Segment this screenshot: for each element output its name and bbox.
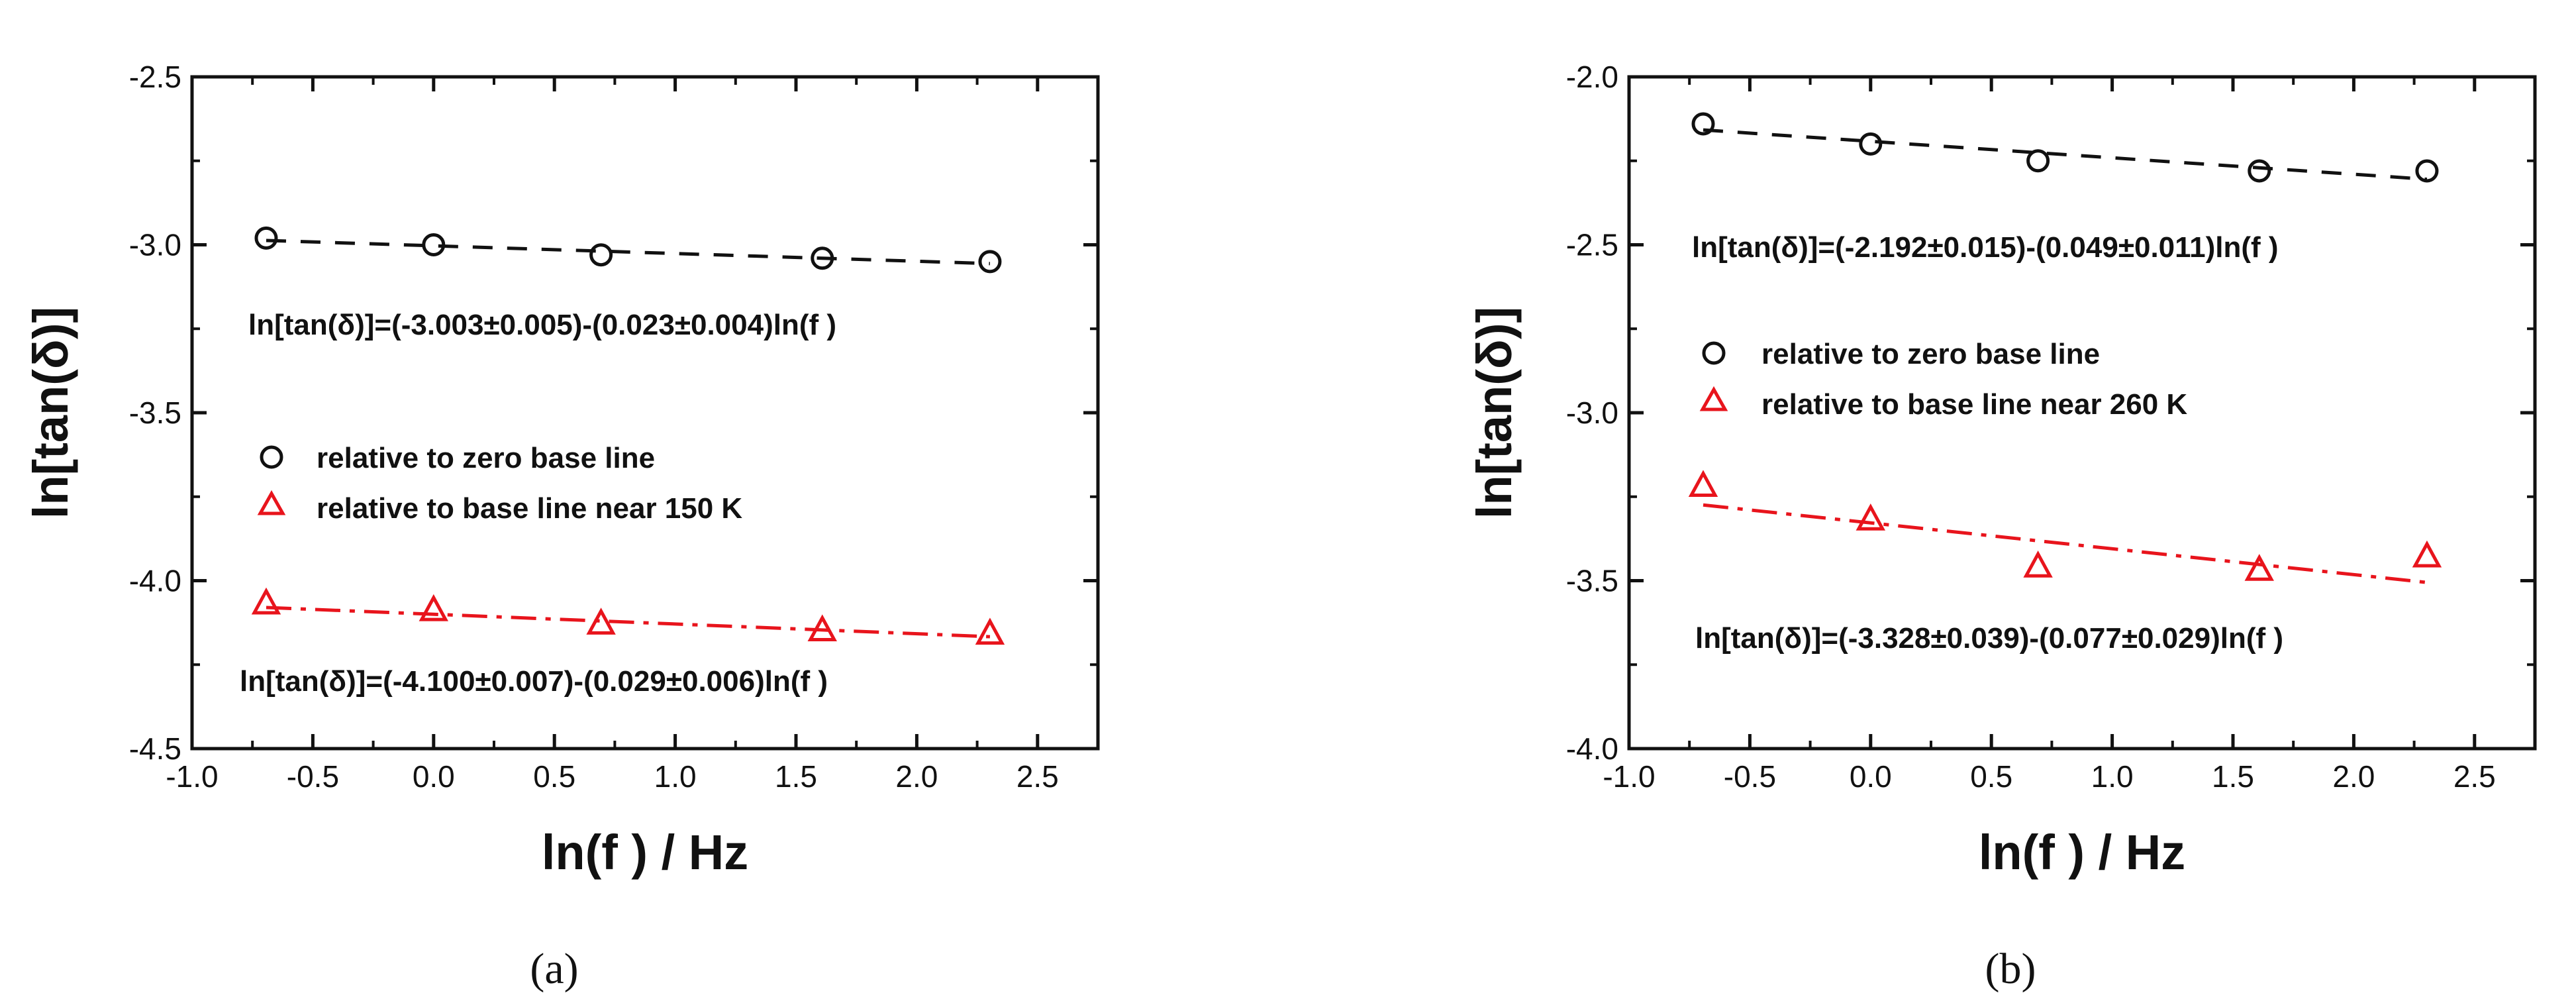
y-tick-label: -4.5 <box>129 731 181 766</box>
legend: relative to zero base line relative to b… <box>1699 338 2187 421</box>
x-tick-label: 0.5 <box>1970 759 2012 794</box>
data-point-circle <box>422 233 446 256</box>
data-markers <box>1688 112 2442 581</box>
x-tick-label: 2.0 <box>895 759 938 794</box>
fit-line-black <box>266 238 991 266</box>
y-tick-label: -3.5 <box>1566 564 1618 598</box>
data-point-circle <box>1859 132 1883 156</box>
axis-ticks: -1.0 -0.5 0.0 0.5 1.0 1.5 2.0 2.5 -4.0 -3.5 -3.0 -2… <box>1566 60 2535 794</box>
data-point-circle <box>1691 112 1715 136</box>
data-point-triangle <box>251 587 281 615</box>
data-point-circle <box>254 226 278 250</box>
y-tick-label: -4.0 <box>1566 731 1618 766</box>
x-tick-label: 2.5 <box>2453 759 2496 794</box>
fit-line-red <box>266 606 991 639</box>
y-axis-title: ln[tan(δ)] <box>1467 307 1522 519</box>
x-tick-label: 2.5 <box>1016 759 1059 794</box>
plot-frame <box>190 75 1100 751</box>
y-tick-label: -3.0 <box>1566 396 1618 430</box>
fit-lines <box>266 238 991 639</box>
x-tick-label: 1.0 <box>2091 759 2134 794</box>
y-tick-label: -4.0 <box>129 564 181 598</box>
x-tick-label: 0.0 <box>1850 759 1892 794</box>
x-tick-label: -0.5 <box>1724 759 1776 794</box>
data-point-triangle <box>2023 550 2053 578</box>
data-point-triangle <box>2244 554 2274 581</box>
legend-triangle-marker <box>257 490 286 515</box>
legend-label-black: relative to zero base line <box>1761 338 2100 370</box>
panel-label-a: (a) <box>530 945 578 993</box>
legend-label-red: relative to base line near 150 K <box>317 492 742 525</box>
y-tick-label: -2.5 <box>129 60 181 94</box>
legend-label-black: relative to zero base line <box>317 442 655 474</box>
y-tick-label: -2.0 <box>1566 60 1618 94</box>
fit-line-red <box>1703 503 2428 584</box>
x-tick-label: 0.0 <box>413 759 455 794</box>
x-tick-label: -0.5 <box>287 759 339 794</box>
data-point-triangle <box>975 617 1005 645</box>
x-tick-label: 1.5 <box>775 759 817 794</box>
data-point-triangle <box>2412 540 2442 568</box>
x-tick-label: -1.0 <box>166 759 218 794</box>
data-point-circle <box>2248 159 2271 183</box>
equation-red: ln[tan(δ)]=(-3.328±0.039)-(0.077±0.029)l… <box>1695 622 2283 655</box>
axis-ticks: -1.0 -0.5 0.0 0.5 1.0 1.5 2.0 2.5 -4.5 -4.0 -3.5 -3… <box>129 60 1098 794</box>
data-point-circle <box>2026 149 2050 173</box>
panel-label-b: (b) <box>1985 945 2036 993</box>
y-tick-label: -3.5 <box>129 396 181 430</box>
equation-black: ln[tan(δ)]=(-3.003±0.005)-(0.023±0.004)l… <box>248 309 836 341</box>
x-tick-label: 1.5 <box>2212 759 2254 794</box>
y-tick-label: -3.0 <box>129 228 181 262</box>
x-tick-label: 1.0 <box>654 759 697 794</box>
y-axis-title: ln[tan(δ)] <box>23 307 78 519</box>
x-tick-label: -1.0 <box>1603 759 1655 794</box>
fit-lines <box>1703 128 2428 584</box>
x-axis-title: ln(f ) / Hz <box>542 825 748 880</box>
x-tick-label: 0.5 <box>533 759 575 794</box>
data-point-circle <box>2415 159 2439 183</box>
data-markers <box>251 226 1005 645</box>
data-point-triangle <box>807 614 837 642</box>
x-tick-label: 2.0 <box>2332 759 2375 794</box>
x-axis-title: ln(f ) / Hz <box>1979 825 2185 880</box>
legend: relative to zero base line relative to b… <box>257 442 742 525</box>
data-point-circle <box>589 243 613 267</box>
data-point-triangle <box>1688 470 1718 498</box>
data-point-circle <box>811 246 834 270</box>
data-point-triangle <box>586 608 616 635</box>
panel-a: -1.0 -0.5 0.0 0.5 1.0 1.5 2.0 2.5 -4.5 -4.0 -3.5 -3… <box>23 60 1100 993</box>
data-point-circle <box>978 250 1002 274</box>
panel-b: -1.0 -0.5 0.0 0.5 1.0 1.5 2.0 2.5 -4.0 -3.5 -3.0 -2… <box>1467 60 2537 993</box>
fit-line-black <box>1703 128 2428 182</box>
legend-triangle-marker <box>1699 386 1728 411</box>
equation-black: ln[tan(δ)]=(-2.192±0.015)-(0.049±0.011)l… <box>1692 231 2279 264</box>
legend-circle-marker <box>1702 341 1726 365</box>
equation-red: ln[tan(δ)]=(-4.100±0.007)-(0.029±0.006)l… <box>240 665 828 698</box>
data-point-triangle <box>419 594 449 621</box>
legend-label-red: relative to base line near 260 K <box>1761 388 2187 421</box>
y-tick-label: -2.5 <box>1566 228 1618 262</box>
data-point-triangle <box>1856 503 1886 531</box>
legend-circle-marker <box>260 445 283 469</box>
